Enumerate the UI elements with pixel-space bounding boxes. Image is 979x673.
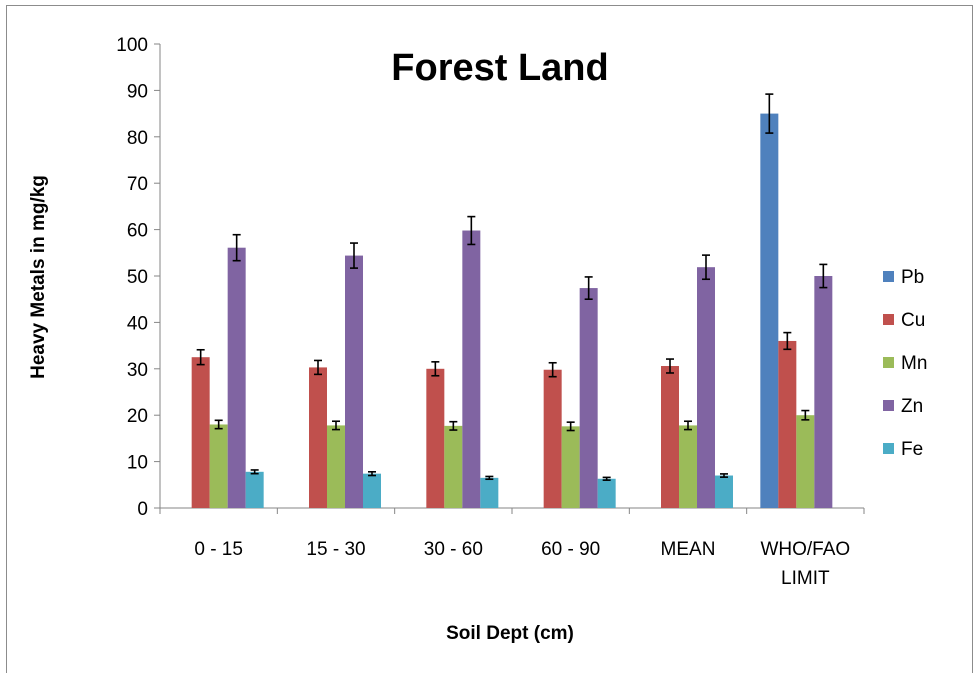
bar-cu	[543, 369, 562, 508]
chart-frame	[6, 5, 973, 673]
bar-fe	[245, 471, 264, 508]
bar-pb	[760, 113, 779, 508]
x-tick-label: 30 - 60	[424, 539, 483, 560]
y-tick-label: 50	[127, 267, 148, 288]
bar-mn	[327, 425, 345, 508]
y-tick-label: 100	[116, 35, 148, 56]
legend-label-cu: Cu	[901, 310, 925, 331]
x-tick-label: MEAN	[661, 539, 716, 560]
legend-swatch-pb	[883, 271, 894, 282]
bar-cu	[426, 368, 445, 508]
y-tick-label: 10	[127, 453, 148, 474]
y-tick-label: 0	[137, 499, 148, 520]
legend-swatch-fe	[883, 443, 894, 454]
bar-mn	[444, 425, 463, 508]
bar-mn	[679, 425, 697, 508]
bar-zn	[579, 288, 598, 508]
bar-fe	[363, 473, 381, 508]
legend-swatch-mn	[883, 357, 894, 368]
legend-swatch-cu	[883, 314, 894, 325]
plot-area: 0 10 20 30 40 50 60 70 80 90 100 0 - 15 15 - 30 30 - …	[116, 35, 865, 589]
bar-cu	[309, 367, 327, 508]
legend-label-mn: Mn	[901, 353, 927, 374]
legend: Pb Cu Mn Zn Fe	[883, 267, 927, 460]
x-tick-label: 15 - 30	[306, 539, 365, 560]
bar-fe	[480, 477, 499, 508]
x-tick-label: WHO/FAO	[760, 539, 850, 560]
chart-title: Forest Land	[391, 47, 608, 89]
bar-zn	[227, 247, 246, 509]
bar-zn	[697, 267, 715, 508]
y-tick-label: 40	[127, 313, 148, 334]
x-tick-label: LIMIT	[781, 568, 830, 589]
bar-fe	[597, 478, 616, 508]
bar-cu	[778, 340, 797, 508]
legend-label-zn: Zn	[901, 396, 923, 417]
bar-zn	[462, 230, 481, 508]
bar-mn	[796, 415, 815, 508]
legend-label-fe: Fe	[901, 439, 923, 460]
bar-fe	[715, 475, 733, 508]
bar-mn	[561, 426, 580, 508]
y-tick-label: 60	[127, 221, 148, 242]
y-tick-label: 20	[127, 406, 148, 427]
bar-cu	[191, 357, 210, 508]
bar-cu	[661, 366, 679, 508]
x-tick-label: 0 - 15	[194, 539, 243, 560]
bar-mn	[209, 424, 228, 508]
legend-swatch-zn	[883, 400, 894, 411]
x-tick-label: 60 - 90	[541, 539, 600, 560]
x-axis-title: Soil Dept (cm)	[446, 623, 574, 644]
y-tick-label: 80	[127, 128, 148, 149]
bar-zn	[345, 255, 363, 508]
y-axis-title: Heavy Metals in mg/kg	[28, 175, 49, 379]
y-tick-label: 30	[127, 360, 148, 381]
y-tick-label: 70	[127, 174, 148, 195]
bar-zn	[814, 276, 833, 508]
y-tick-label: 90	[127, 81, 148, 102]
legend-label-pb: Pb	[901, 267, 924, 288]
